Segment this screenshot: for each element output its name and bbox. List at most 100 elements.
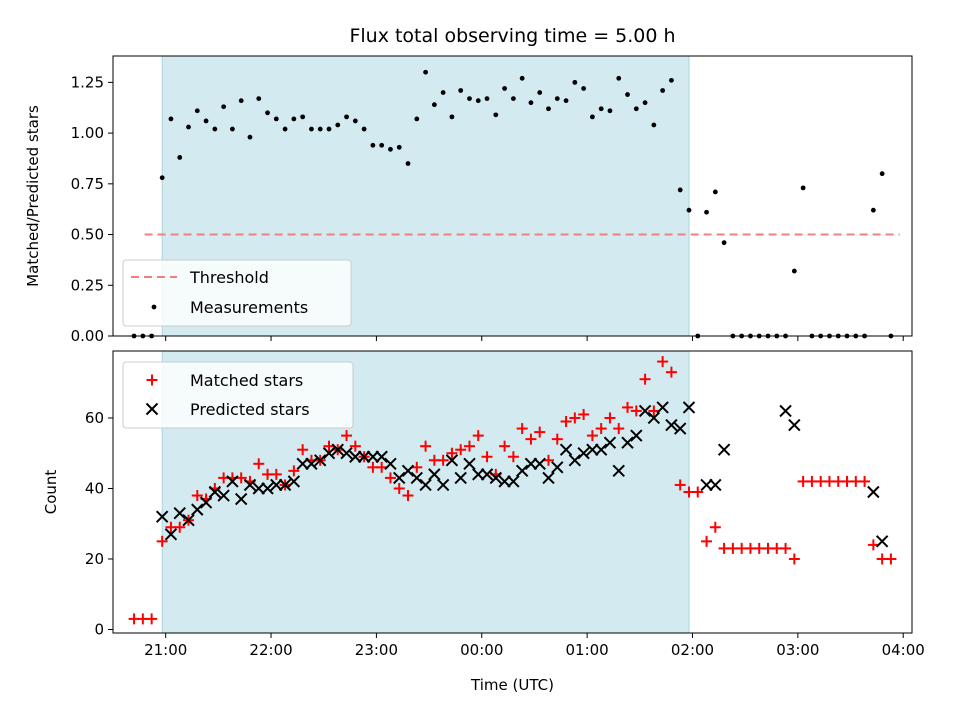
measurement-point — [159, 175, 165, 181]
predicted-star-point — [155, 510, 169, 523]
predicted-star-point-b — [673, 422, 687, 435]
measurement-point — [352, 118, 358, 124]
y-tick-label: 0.25 — [71, 276, 104, 294]
legend-measurements-label: Measurements — [190, 298, 308, 317]
matched-star-point — [376, 461, 388, 473]
measurement-point — [370, 142, 376, 148]
predicted-star-point — [243, 478, 257, 492]
measurement-point — [361, 126, 367, 132]
predicted-star-point-b — [314, 454, 327, 467]
matched-star-point — [156, 535, 168, 547]
predicted-star-point — [498, 475, 511, 488]
matched-star-point — [235, 472, 247, 484]
measurement-point — [256, 96, 262, 102]
predicted-star-point — [612, 464, 625, 478]
measurement-point — [502, 86, 507, 91]
matched-star-point — [709, 521, 721, 533]
predicted-star-point-b — [621, 436, 634, 449]
predicted-star-point — [559, 443, 573, 456]
predicted-star-point-b — [252, 482, 265, 495]
x-tick-label: 01:00 — [566, 641, 609, 659]
predicted-star-point — [480, 468, 494, 481]
predicted-star-point — [682, 401, 696, 414]
matched-star-point — [481, 451, 493, 463]
predicted-star-point-b — [515, 464, 529, 478]
predicted-star-point-b — [507, 475, 520, 488]
predicted-star-point — [164, 528, 178, 541]
measurement-point — [194, 108, 200, 114]
predicted-star-point — [305, 457, 318, 471]
predicted-star-point — [665, 418, 678, 432]
measurement-point — [431, 102, 437, 108]
predicted-star-point — [779, 404, 792, 418]
x-tick-label: 02:00 — [671, 641, 714, 659]
legend-measurements-swatch — [151, 304, 157, 310]
y-tick-label: 0.75 — [71, 175, 104, 193]
predicted-star-point-b — [542, 471, 555, 485]
predicted-star-point — [287, 475, 301, 488]
matched-star-point — [349, 440, 361, 452]
predicted-star-point — [419, 478, 432, 492]
predicted-star-point-b — [788, 418, 801, 432]
predicted-star-point-b — [410, 471, 424, 485]
measurement-point — [379, 142, 385, 148]
y-tick-label: 1.25 — [71, 73, 104, 91]
measurement-point — [633, 106, 639, 112]
predicted-star-point — [199, 496, 213, 509]
predicted-star-point — [717, 443, 731, 456]
predicted-star-point — [524, 457, 538, 471]
predicted-star-point-b — [375, 450, 388, 463]
predicted-star-point — [638, 404, 652, 418]
matched-star-point — [323, 440, 335, 452]
y-tick-label: 0.00 — [71, 327, 104, 345]
count-panel-frame — [112, 350, 913, 634]
matched-star-point — [622, 401, 634, 413]
predicted-star-point — [621, 436, 634, 449]
legend-predicted-label: Predicted stars — [190, 400, 310, 419]
measurement-point — [414, 116, 420, 122]
measurement-point — [458, 88, 464, 93]
measurement-point — [265, 110, 270, 116]
matched-star-point — [507, 451, 519, 463]
measurement-point — [326, 126, 332, 132]
matched-star-point — [288, 465, 300, 477]
measurement-point — [475, 98, 481, 104]
predicted-star-point — [454, 471, 467, 485]
predicted-star-point-b — [287, 475, 301, 488]
measurement-point — [528, 100, 534, 106]
measurement-point — [660, 88, 666, 93]
measurement-point — [467, 96, 472, 102]
predicted-star-point — [594, 443, 608, 456]
predicted-star-point — [226, 475, 239, 488]
predicted-star-point — [700, 478, 713, 492]
predicted-star-point — [489, 471, 503, 485]
measurement-point — [669, 77, 674, 83]
measurement-point — [800, 185, 806, 191]
matched-star-point — [253, 458, 265, 470]
predicted-star-points — [155, 401, 889, 548]
predicted-star-point-b — [524, 457, 538, 471]
predicted-star-point — [182, 513, 195, 527]
matched-star-point — [648, 405, 660, 417]
predicted-star-point — [577, 447, 590, 460]
predicted-star-point-b — [199, 496, 213, 509]
legend-predicted-swatch — [145, 402, 159, 416]
matched-star-point — [560, 416, 572, 427]
y-tick-label: 0.50 — [71, 226, 104, 244]
legend-matched-swatch — [146, 374, 158, 386]
predicted-star-point — [507, 475, 520, 488]
predicted-star-point-b — [489, 471, 503, 485]
matched-star-point — [463, 440, 475, 452]
predicted-star-point-b — [559, 443, 573, 456]
matched-star-point — [613, 423, 625, 435]
matched-star-point — [499, 440, 511, 452]
predicted-star-point-b — [357, 450, 371, 463]
predicted-star-point-b — [603, 436, 617, 449]
matched-star-point — [859, 475, 871, 487]
measurement-point — [344, 114, 349, 120]
predicted-star-point — [673, 422, 687, 435]
ratio-panel: 0.00 0.25 0.50 0.75 1.00 1.25 Flux total obse… — [24, 25, 913, 345]
measurement-point — [203, 118, 209, 124]
predicted-star-point — [542, 471, 555, 485]
predicted-star-point — [463, 457, 476, 471]
